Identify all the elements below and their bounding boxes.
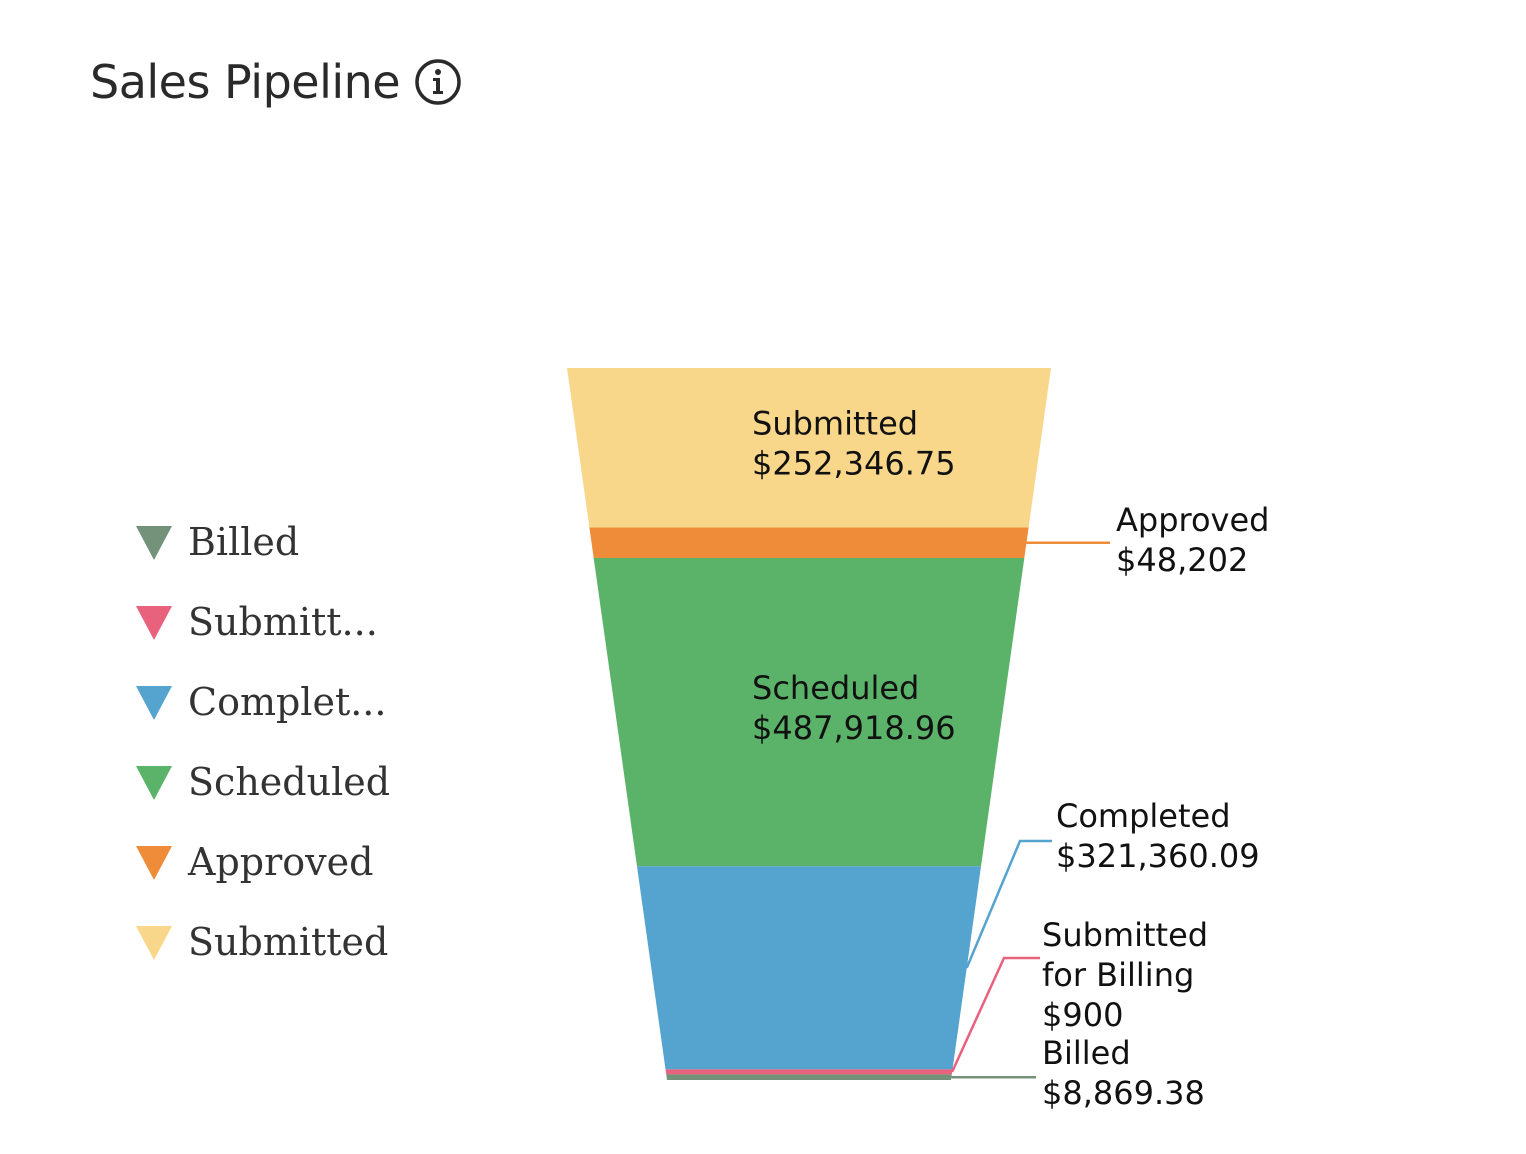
legend-label: Submitt... xyxy=(188,600,378,644)
funnel-stage-submitted-for-billing[interactable] xyxy=(665,1069,953,1075)
funnel-stage-approved[interactable] xyxy=(589,527,1029,558)
funnel-segment-billed[interactable] xyxy=(666,1074,952,1080)
triangle-down-icon xyxy=(136,846,172,880)
funnel-segment-submitted[interactable] xyxy=(567,368,1051,528)
legend-item-completed[interactable]: Complet... xyxy=(134,662,464,742)
legend-item-submitted[interactable]: Submitted xyxy=(134,902,464,982)
funnel-stage-submitted[interactable] xyxy=(567,368,1051,528)
legend-label: Approved xyxy=(188,840,374,884)
funnel-segment-approved[interactable] xyxy=(589,527,1029,558)
triangle-down-icon xyxy=(136,526,172,560)
triangle-down-icon xyxy=(136,926,172,960)
stage-label-completed: Completed $321,360.09 xyxy=(1056,797,1260,875)
stage-label-submitted-for-billing: Submitted for Billing $900 xyxy=(1042,916,1208,1034)
legend-label: Submitted xyxy=(188,920,389,964)
legend-item-submitted-for-billing[interactable]: Submitt... xyxy=(134,582,464,662)
funnel-stage-billed[interactable] xyxy=(666,1074,952,1080)
page-title: Sales Pipeline xyxy=(90,55,401,109)
legend-label: Scheduled xyxy=(188,760,391,804)
stage-label-billed: Billed $8,869.38 xyxy=(1042,1034,1205,1112)
triangle-down-icon xyxy=(136,766,172,800)
funnel-stage-scheduled[interactable] xyxy=(593,557,1025,867)
triangle-down-icon xyxy=(136,686,172,720)
legend-item-approved[interactable]: Approved xyxy=(134,822,464,902)
stage-label-approved: Approved $48,202 xyxy=(1116,501,1269,579)
chart-legend: Billed Submitt... Complet... Scheduled A… xyxy=(134,502,464,982)
legend-item-scheduled[interactable]: Scheduled xyxy=(134,742,464,822)
funnel-segment-scheduled[interactable] xyxy=(593,557,1025,867)
legend-label: Complet... xyxy=(188,680,387,724)
legend-item-billed[interactable]: Billed xyxy=(134,502,464,582)
chart-header: Sales Pipeline xyxy=(90,58,462,106)
funnel-segment-completed[interactable] xyxy=(636,866,982,1070)
legend-label: Billed xyxy=(188,520,300,564)
triangle-down-icon xyxy=(136,606,172,640)
info-icon[interactable] xyxy=(414,58,462,106)
funnel-stage-completed[interactable] xyxy=(636,866,982,1070)
funnel-segment-submitted-for-billing[interactable] xyxy=(665,1069,953,1075)
